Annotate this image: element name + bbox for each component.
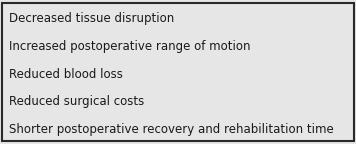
Text: Increased postoperative range of motion: Increased postoperative range of motion	[9, 40, 250, 53]
Text: Shorter postoperative recovery and rehabilitation time: Shorter postoperative recovery and rehab…	[9, 123, 334, 136]
Text: Reduced surgical costs: Reduced surgical costs	[9, 95, 144, 108]
Text: Reduced blood loss: Reduced blood loss	[9, 68, 123, 81]
Text: Decreased tissue disruption: Decreased tissue disruption	[9, 12, 174, 25]
